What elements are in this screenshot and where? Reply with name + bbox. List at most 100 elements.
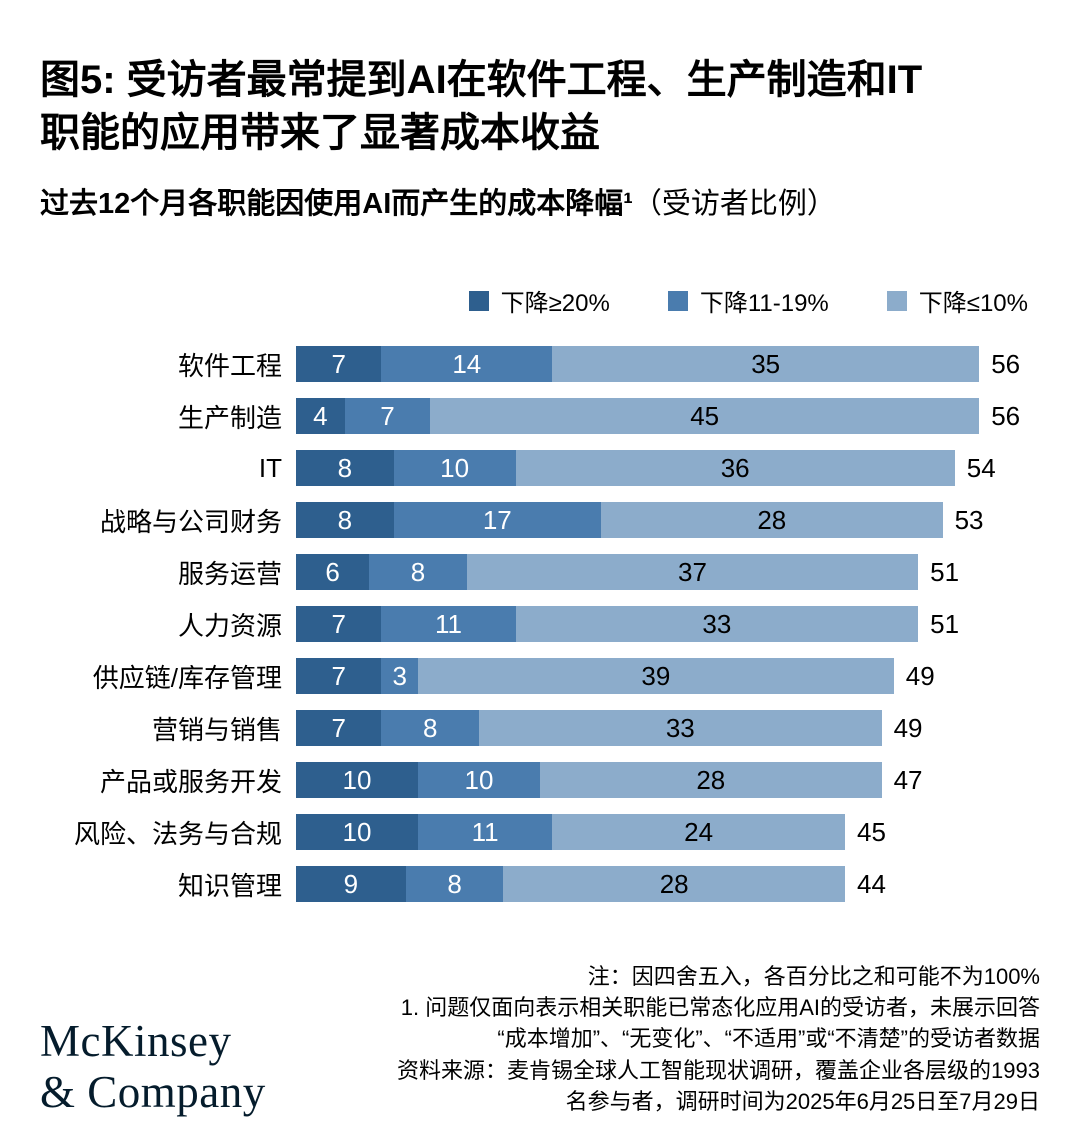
footnote-line: “成本增加”、“无变化”、“不适用”或“不清楚”的受访者数据	[497, 1026, 1040, 1052]
footnotes: 注：因四舍五入，各百分比之和可能不为100% 1. 问题仅面向表示相关职能已常态化…	[397, 961, 1040, 1117]
bar-track: 7 3 39 49	[296, 658, 1040, 695]
subtitle-main: 过去12个月各职能因使用AI而产生的成本降幅¹	[40, 187, 633, 220]
legend-item: 下降11-19%	[667, 283, 829, 318]
footnote-line: 注：因四舍五入，各百分比之和可能不为100%	[587, 963, 1040, 989]
category-label: 产品或服务开发	[99, 766, 282, 797]
bar-segment: 7	[296, 606, 382, 643]
category-label: 服务运营	[177, 558, 282, 589]
bar-segment: 17	[393, 502, 601, 539]
legend-label: 下降≤10%	[918, 290, 1028, 318]
bar-segment: 39	[417, 658, 894, 695]
legend-item: 下降≤10%	[886, 283, 1028, 318]
chart-row: 生产制造 4 7 45 56	[40, 390, 1040, 442]
legend-item: 下降≥20%	[468, 283, 610, 318]
total-label: 56	[991, 348, 1021, 379]
bar-track: 6 8 37 51	[296, 554, 1040, 591]
chart-row: IT 8 10 36 54	[40, 442, 1040, 494]
footnote-line: 1. 问题仅面向表示相关职能已常态化应用AI的受访者，未展示回答	[400, 995, 1040, 1021]
total-label: 51	[930, 608, 960, 639]
bar-segment: 11	[418, 814, 553, 851]
chart-row: 风险、法务与合规 10 11 24 45	[40, 806, 1040, 858]
bar-track: 7 11 33 51	[296, 606, 1040, 643]
bar-segment: 36	[515, 450, 955, 487]
total-label: 49	[905, 660, 935, 691]
chart-row: 产品或服务开发 10 10 28 47	[40, 754, 1040, 806]
chart-row: 战略与公司财务 8 17 28 53	[40, 494, 1040, 546]
bar-segment: 6	[296, 554, 370, 591]
bar-segment: 10	[393, 450, 516, 487]
bar-segment: 10	[296, 814, 418, 851]
category-label: 战略与公司财务	[99, 506, 282, 537]
bar-track: 4 7 45 56	[296, 398, 1040, 435]
bar-segment: 45	[430, 398, 980, 435]
category-label: 软件工程	[177, 350, 282, 381]
chart-row: 软件工程 7 14 35 56	[40, 338, 1040, 390]
bar-segment: 8	[296, 502, 394, 539]
figure-title-line2: 职能的应用带来了显著成本收益	[40, 110, 600, 155]
bar-segment: 28	[503, 866, 845, 903]
figure-title: 图5: 受访者最常提到AI在软件工程、生产制造和IT 职能的应用带来了显著成本收益	[40, 54, 1040, 160]
bar-track: 8 17 28 53	[296, 502, 1040, 539]
bar-segment: 7	[296, 658, 382, 695]
legend-swatch-icon	[886, 290, 907, 311]
category-label: 营销与销售	[151, 714, 282, 745]
bar-track: 10 11 24 45	[296, 814, 1040, 851]
bar-segment: 28	[600, 502, 943, 539]
bar-segment: 35	[552, 346, 980, 383]
bar-segment: 33	[515, 606, 919, 643]
total-label: 44	[856, 868, 886, 899]
bar-segment: 9	[296, 866, 406, 903]
figure-title-line1: 图5: 受访者最常提到AI在软件工程、生产制造和IT	[40, 58, 923, 102]
bar-segment: 14	[381, 346, 553, 383]
bar-segment: 28	[540, 762, 882, 799]
bar-segment: 7	[296, 710, 382, 747]
bar-segment: 8	[381, 710, 479, 747]
chart-row: 知识管理 9 8 28 44	[40, 858, 1040, 910]
bar-segment: 3	[381, 658, 418, 695]
chart-row: 营销与销售 7 8 33 49	[40, 702, 1040, 754]
total-label: 49	[893, 712, 923, 743]
bar-segment: 7	[296, 346, 382, 383]
legend-label: 下降11-19%	[699, 290, 829, 318]
legend-swatch-icon	[468, 290, 489, 311]
bar-segment: 8	[369, 554, 467, 591]
total-label: 51	[930, 556, 960, 587]
total-label: 47	[893, 764, 923, 795]
bar-segment: 37	[466, 554, 919, 591]
footnote-line: 名参与者，调研时间为2025年6月25日至7月29日	[565, 1088, 1040, 1114]
chart-row: 供应链/库存管理 7 3 39 49	[40, 650, 1040, 702]
mckinsey-logo: McKinsey & Company	[40, 1016, 266, 1117]
bar-segment: 8	[405, 866, 504, 903]
logo-line1: McKinsey	[40, 1016, 232, 1067]
bar-segment: 10	[296, 762, 418, 799]
bar-segment: 11	[381, 606, 516, 643]
bar-segment: 7	[344, 398, 431, 435]
bar-segment: 33	[478, 710, 882, 747]
legend: 下降≥20% 下降11-19% 下降≤10%	[40, 283, 1040, 318]
bar-track: 8 10 36 54	[296, 450, 1040, 487]
total-label: 56	[991, 400, 1021, 431]
category-label: 生产制造	[177, 402, 282, 433]
figure-footer: McKinsey & Company 注：因四舍五入，各百分比之和可能不为100…	[40, 961, 1040, 1117]
category-label: 知识管理	[177, 870, 282, 901]
total-label: 54	[966, 452, 996, 483]
subtitle-paren: （受访者比例）	[632, 187, 836, 220]
chart-row: 服务运营 6 8 37 51	[40, 546, 1040, 598]
bar-segment: 24	[552, 814, 845, 851]
bar-track: 10 10 28 47	[296, 762, 1040, 799]
bar-track: 9 8 28 44	[296, 866, 1040, 903]
category-label: 风险、法务与合规	[73, 818, 282, 849]
logo-line2: & Company	[40, 1066, 266, 1117]
bar-segment: 4	[296, 398, 345, 435]
legend-label: 下降≥20%	[500, 290, 610, 318]
bar-segment: 8	[296, 450, 394, 487]
total-label: 53	[954, 504, 984, 535]
legend-swatch-icon	[667, 290, 688, 311]
bar-track: 7 14 35 56	[296, 346, 1040, 383]
total-label: 45	[856, 816, 886, 847]
bar-track: 7 8 33 49	[296, 710, 1040, 747]
chart-row: 人力资源 7 11 33 51	[40, 598, 1040, 650]
category-label: IT	[258, 452, 282, 483]
figure-subtitle: 过去12个月各职能因使用AI而产生的成本降幅¹（受访者比例）	[40, 186, 1040, 224]
